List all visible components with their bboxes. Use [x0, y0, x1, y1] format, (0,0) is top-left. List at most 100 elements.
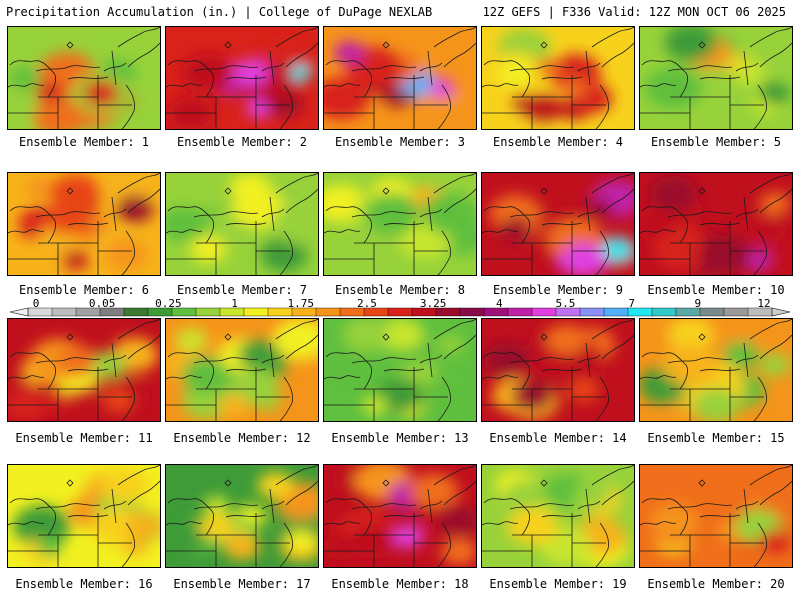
boundary-line: [419, 354, 443, 364]
map-outlines: [8, 319, 160, 421]
colorbar-tick-label: 4: [495, 297, 503, 310]
precip-blob: [667, 319, 715, 352]
boundary-line: [585, 50, 591, 86]
boundary-line: [585, 488, 591, 524]
ensemble-member-map: [639, 464, 793, 568]
boundary-line: [225, 76, 267, 80]
boundary-line: [269, 342, 275, 378]
boundary-line: [443, 42, 476, 68]
precip-blob: [503, 480, 546, 511]
precip-blob: [116, 195, 153, 222]
boundary-line: [324, 83, 361, 88]
map-outlines: [166, 319, 318, 421]
boundary-line: [279, 522, 293, 567]
colorbar-tick-label: 0.05: [88, 297, 116, 310]
boundary-line: [193, 65, 259, 72]
boundary-line: [427, 50, 433, 86]
boundary-line: [275, 173, 318, 194]
station-marker: [382, 333, 390, 341]
station-marker: [382, 479, 390, 487]
member-caption: Ensemble Member: 18: [331, 577, 469, 591]
precip-blob: [223, 533, 261, 560]
boundary-line: [285, 334, 318, 360]
precip-blob: [653, 228, 711, 271]
precip-field: [166, 465, 318, 567]
station-marker: [66, 333, 74, 341]
boundary-line: [9, 60, 56, 98]
boundary-line: [167, 206, 214, 244]
member-caption: Ensemble Member: 12: [173, 431, 311, 445]
boundary-line: [483, 498, 530, 536]
precip-blob: [759, 353, 791, 377]
boundary-line: [103, 354, 127, 364]
boundary-line: [111, 196, 117, 232]
precip-blob: [745, 213, 788, 245]
boundary-line: [103, 500, 127, 510]
boundary-line: [35, 211, 101, 218]
precip-blob: [324, 533, 360, 560]
member-caption: Ensemble Member: 16: [15, 577, 153, 591]
member-caption: Ensemble Member: 1: [18, 135, 150, 149]
map-outlines: [640, 27, 792, 129]
boundary-line: [641, 352, 688, 390]
precip-blob: [520, 93, 562, 124]
map-outlines: [482, 173, 634, 275]
chart-title: Precipitation Accumulation (in.) | Colle…: [6, 5, 433, 19]
boundary-line: [753, 376, 767, 421]
boundary-line: [383, 368, 425, 372]
precip-blob: [640, 465, 692, 500]
station-marker: [66, 41, 74, 49]
boundary-line: [261, 208, 285, 218]
precip-field: [8, 465, 160, 567]
precip-blob: [324, 246, 360, 273]
station-marker: [540, 187, 548, 195]
precip-blob: [82, 80, 120, 107]
boundary-line: [261, 62, 285, 72]
boundary-line: [601, 334, 634, 360]
boundary-line: [121, 84, 135, 129]
precip-blob: [376, 319, 424, 352]
station-marker: [698, 479, 706, 487]
boundary-line: [541, 368, 583, 372]
boundary-line: [419, 62, 443, 72]
precip-field: [482, 173, 634, 275]
ensemble-member-map: [323, 464, 477, 568]
map-outlines: [482, 465, 634, 567]
boundary-line: [127, 188, 160, 214]
map-outlines: [166, 173, 318, 275]
boundary-line: [9, 206, 56, 244]
boundary-line: [743, 196, 749, 232]
boundary-line: [103, 208, 127, 218]
precip-blob: [664, 27, 717, 62]
precip-field: [640, 465, 792, 567]
precip-field: [8, 173, 160, 275]
boundary-line: [482, 229, 519, 234]
boundary-line: [111, 342, 117, 378]
precip-blob: [285, 530, 317, 553]
ensemble-member-map: [481, 318, 635, 422]
precip-field: [482, 27, 634, 129]
boundary-line: [591, 465, 634, 486]
boundary-line: [167, 352, 214, 390]
precip-blob: [102, 468, 150, 503]
boundary-line: [324, 375, 361, 380]
boundary-line: [483, 60, 530, 98]
precip-blob: [601, 238, 633, 261]
boundary-line: [541, 514, 583, 518]
colorbar-arrow-left: [9, 307, 29, 317]
station-marker: [540, 333, 548, 341]
station-marker: [382, 187, 390, 195]
precip-blob: [238, 339, 280, 370]
boundary-line: [103, 62, 127, 72]
station-marker: [224, 333, 232, 341]
boundary-line: [443, 480, 476, 506]
map-outlines: [482, 27, 634, 129]
precip-blob: [102, 389, 134, 412]
boundary-line: [261, 500, 285, 510]
precip-field: [166, 319, 318, 421]
boundary-line: [640, 83, 677, 88]
ensemble-member-map: [481, 172, 635, 276]
member-caption: Ensemble Member: 2: [176, 135, 308, 149]
precip-blob: [8, 390, 46, 421]
boundary-line: [261, 354, 285, 364]
